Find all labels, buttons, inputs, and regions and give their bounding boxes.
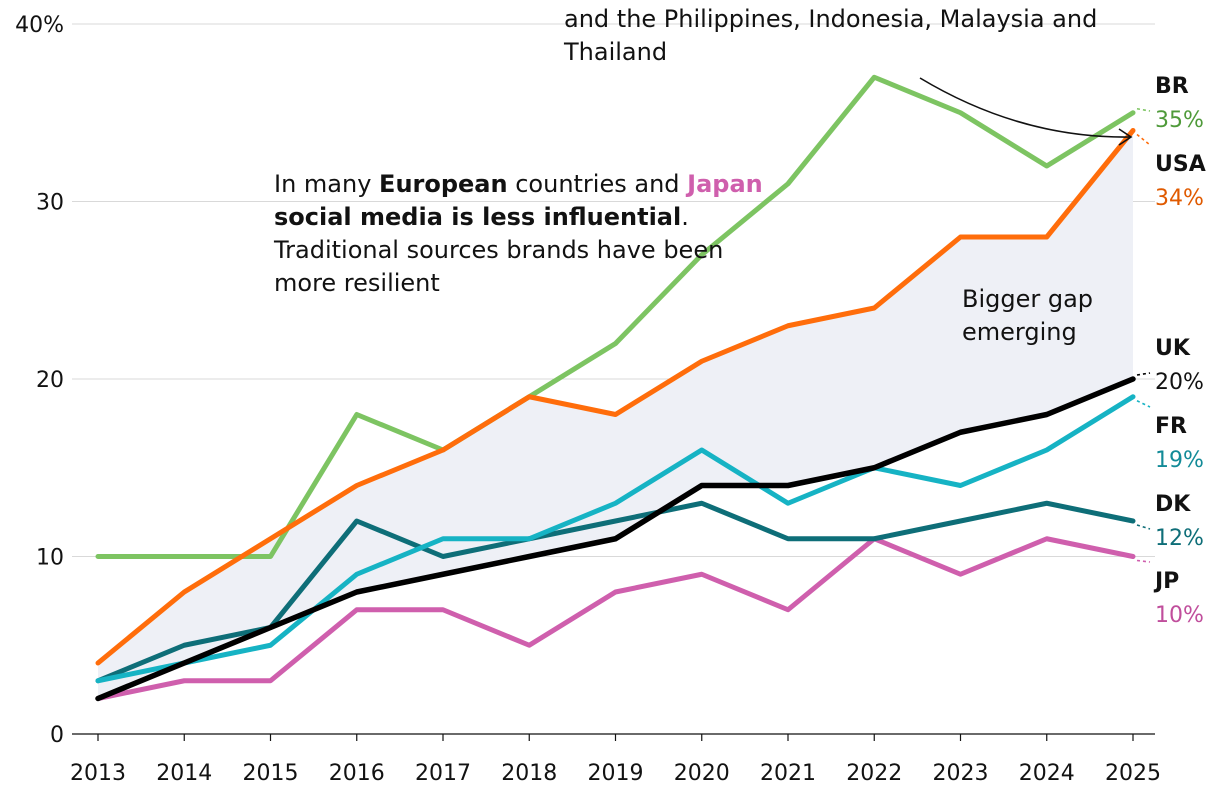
annotation-gap: Bigger gap emerging (962, 285, 1094, 346)
x-tick-label: 2013 (70, 761, 126, 786)
end-label-fr: FR (1155, 414, 1187, 439)
annotation-europe: In many European countries and Japan soci… (274, 168, 774, 300)
y-tick-label: 20 (36, 368, 64, 393)
end-value-br: 35% (1155, 108, 1204, 133)
end-label-dk: DK (1155, 492, 1191, 517)
axes: 2013 2014 2015 2016 2017 2018 2019 2020 2021 2022… (70, 733, 1161, 786)
x-tick-label: 2022 (846, 761, 902, 786)
x-tick-label: 2015 (243, 761, 299, 786)
annotation-europe-part3: . (681, 203, 689, 231)
x-tick-label: 2023 (933, 761, 989, 786)
x-tick-label: 2020 (674, 761, 730, 786)
end-labels: BR 35% USA 34% UK 20% FR 19% DK 12% JP 10% (1136, 74, 1206, 628)
arrow-head (1118, 128, 1133, 146)
end-connector-uk (1136, 372, 1151, 376)
annotation-europe-bold2: social media is less influential (274, 203, 682, 231)
end-connector-dk (1136, 524, 1151, 530)
x-tick-label: 2025 (1105, 761, 1161, 786)
x-tick-label: 2014 (156, 761, 212, 786)
annotation-top: and the Philippines, Indonesia, Malaysia… (564, 5, 1098, 66)
end-connector-br (1136, 107, 1151, 112)
end-value-jp: 10% (1155, 603, 1204, 628)
x-tick-label: 2018 (501, 761, 557, 786)
end-label-jp: JP (1153, 569, 1179, 594)
x-tick-label: 2019 (588, 761, 644, 786)
end-value-dk: 12% (1155, 526, 1204, 551)
series-line-br (95, 74, 1136, 559)
y-tick-label: 30 (36, 191, 64, 216)
end-label-br: BR (1155, 74, 1189, 99)
end-connector-jp (1136, 559, 1151, 563)
annotation-europe-bold1: European (379, 170, 508, 198)
y-tick-label: 10 (36, 546, 64, 571)
end-value-fr: 19% (1155, 448, 1204, 473)
annotation-europe-part2: countries and (507, 170, 688, 198)
series-line-jp (95, 536, 1136, 701)
end-connector-usa (1136, 133, 1151, 146)
x-tick-label: 2021 (760, 761, 816, 786)
series-lines (95, 74, 1136, 702)
annotation-europe-part4: Traditional sources brands have been mor… (274, 236, 724, 297)
x-tick-label: 2017 (415, 761, 471, 786)
series-line-usa (95, 128, 1136, 666)
annotation-europe-japan: Japan (687, 170, 763, 198)
series-line-fr (95, 394, 1136, 684)
annotation-europe-part1: In many (274, 170, 380, 198)
x-tick-label: 2024 (1019, 761, 1075, 786)
arrow-curve (919, 77, 1131, 138)
series-line-uk (95, 376, 1136, 702)
end-label-uk: UK (1155, 336, 1191, 361)
y-tick-label: 0 (50, 723, 64, 748)
x-tick-label: 2016 (329, 761, 385, 786)
end-value-usa: 34% (1155, 186, 1204, 211)
end-connector-fr (1136, 400, 1151, 408)
end-value-uk: 20% (1155, 370, 1204, 395)
end-label-usa: USA (1155, 152, 1206, 177)
gridlines: 0 10 20 30 40% (15, 13, 1155, 748)
annotation-arrow (919, 77, 1133, 146)
y-tick-label: 40% (15, 13, 64, 38)
